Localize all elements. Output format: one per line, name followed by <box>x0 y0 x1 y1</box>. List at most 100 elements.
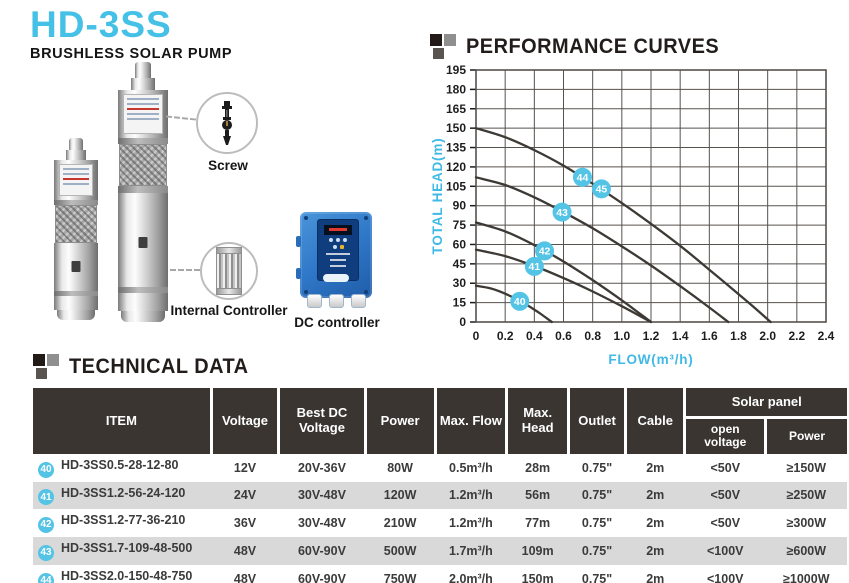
y-tick-label: 30 <box>453 276 467 290</box>
cell-max_flow: 2.0m³/h <box>449 571 493 583</box>
curve-44-45 <box>474 127 772 324</box>
col-header-cable: Cable <box>625 388 687 454</box>
cell-voltage: 36V <box>233 516 257 531</box>
row-number-badge: 44 <box>38 572 54 583</box>
pump-strainer <box>119 144 167 186</box>
curve-bubble-label: 44 <box>577 172 589 184</box>
cell-best_dc_voltage: 20V-36V <box>297 460 346 475</box>
cell-panel_power: ≥150W <box>786 460 827 475</box>
x-tick-label: 0 <box>473 329 480 343</box>
cell-voltage: 12V <box>233 460 257 475</box>
table-row-43: 43 HD-3SS1.7-109-48-500 48V 60V-90V 500W 1.7m… <box>33 537 847 565</box>
screw-label: Screw <box>208 158 248 173</box>
cell-power: 120W <box>383 488 417 503</box>
callout-line-internal-controller <box>170 269 200 271</box>
pump-logo-icon <box>138 237 148 248</box>
pump-head <box>118 90 168 138</box>
pump-strainer <box>55 205 97 243</box>
internal-controller-callout-circle <box>200 242 258 300</box>
pump-foot <box>57 310 95 320</box>
brand-block: HD-3SS BRUSHLESS SOLAR PUMP <box>30 6 232 62</box>
pump-image-small <box>54 138 98 320</box>
pump-label-sticker <box>59 164 93 196</box>
screw-callout-circle <box>196 92 258 154</box>
col-header-power: Power <box>365 388 437 454</box>
cell-power: 210W <box>383 516 417 531</box>
cell-item: 44 HD-3SS2.0-150-48-750 <box>33 565 211 583</box>
item-name: HD-3SS2.0-150-48-750 <box>61 568 193 583</box>
curve-bubble-label: 43 <box>556 207 568 219</box>
dc-controller-enclosure <box>296 212 372 298</box>
cell-max_head: 28m <box>525 460 551 475</box>
pump-band <box>118 138 168 144</box>
pump-cap <box>69 138 83 150</box>
pump-lower <box>54 296 98 310</box>
cell-best_dc_voltage: 60V-90V <box>297 571 346 583</box>
x-tick-label: 2.0 <box>759 329 776 343</box>
pump-foot <box>121 311 165 322</box>
cell-power: 80W <box>387 460 413 475</box>
pump-head <box>54 160 98 200</box>
performance-section-heading: PERFORMANCE CURVES <box>430 34 732 60</box>
technical-title: TECHNICAL DATA <box>69 355 249 378</box>
col-header-voltage: Voltage <box>211 388 281 454</box>
y-tick-label: 75 <box>453 218 467 232</box>
cell-best_dc_voltage: 30V-48V <box>297 516 346 531</box>
cell-max_head: 150m <box>521 571 554 583</box>
x-tick-label: 0.4 <box>526 329 543 343</box>
y-tick-label: 105 <box>446 179 466 193</box>
product-title: HD-3SS <box>30 4 172 45</box>
table-row-40: 40 HD-3SS0.5-28-12-80 12V 20V-36V 80W 0.5m³/h… <box>33 454 847 482</box>
pump-neck <box>131 78 155 90</box>
cell-panel_power: ≥300W <box>786 516 827 531</box>
internal-controller-label: Internal Controller <box>170 303 288 318</box>
curve-bubble-label: 41 <box>528 261 540 273</box>
cell-item: 41 HD-3SS1.2-56-24-120 <box>33 482 211 510</box>
curve-bubble-45 <box>591 179 611 199</box>
cell-cable: 2m <box>646 460 665 475</box>
x-tick-label: 0.8 <box>584 329 601 343</box>
cell-best_dc_voltage: 60V-90V <box>297 543 346 558</box>
y-tick-label: 45 <box>453 257 467 271</box>
x-tick-label: 1.2 <box>643 329 660 343</box>
x-tick-label: 1.0 <box>613 329 630 343</box>
cell-open_voltage: <50V <box>710 516 741 531</box>
pump-body <box>54 243 98 291</box>
section-squares-icon <box>430 34 456 60</box>
curve-bubble-43 <box>552 202 572 222</box>
pump-ring <box>118 186 168 193</box>
dc-controller-panel <box>317 219 359 281</box>
pump-band <box>54 200 98 205</box>
callout-line-screw <box>165 115 197 121</box>
row-number-badge: 43 <box>38 544 54 561</box>
item-name: HD-3SS0.5-28-12-80 <box>61 457 179 472</box>
y-tick-label: 120 <box>446 160 466 174</box>
x-tick-label: 0.6 <box>555 329 572 343</box>
internal-controller-icon <box>216 247 242 295</box>
curve-bubble-label: 40 <box>514 296 526 308</box>
performance-chart: 0 0.2 0.4 0.6 0.8 1.0 1.2 1.4 1.6 1.8 2.0 2.2 2.4 0 15… <box>428 56 849 378</box>
x-tick-label: 1.4 <box>672 329 689 343</box>
technical-data-table: ITEM Voltage Best DC Voltage Power Max. Flow… <box>33 388 847 583</box>
curve-41 <box>474 248 653 324</box>
cell-cable: 2m <box>646 571 665 583</box>
dc-brand-logo <box>323 274 349 282</box>
col-subheader-panel_power: Power <box>765 415 847 454</box>
cell-item: 42 HD-3SS1.2-77-36-210 <box>33 509 211 537</box>
cell-item: 40 HD-3SS0.5-28-12-80 <box>33 454 211 482</box>
curve-bubble-42 <box>535 241 555 261</box>
row-number-badge: 42 <box>38 517 54 534</box>
curve-bubble-label: 45 <box>596 183 608 195</box>
section-squares-icon <box>33 354 59 380</box>
cell-outlet: 0.75" <box>581 460 613 475</box>
pump-label-sticker <box>123 94 163 134</box>
cell-cable: 2m <box>646 516 665 531</box>
cell-open_voltage: <50V <box>710 460 741 475</box>
dc-display <box>324 225 352 235</box>
cell-power: 750W <box>383 571 417 583</box>
col-header-item: ITEM <box>33 388 213 454</box>
cell-panel_power: ≥1000W <box>783 571 830 583</box>
cell-power: 500W <box>383 543 417 558</box>
performance-title: PERFORMANCE CURVES <box>466 35 720 58</box>
